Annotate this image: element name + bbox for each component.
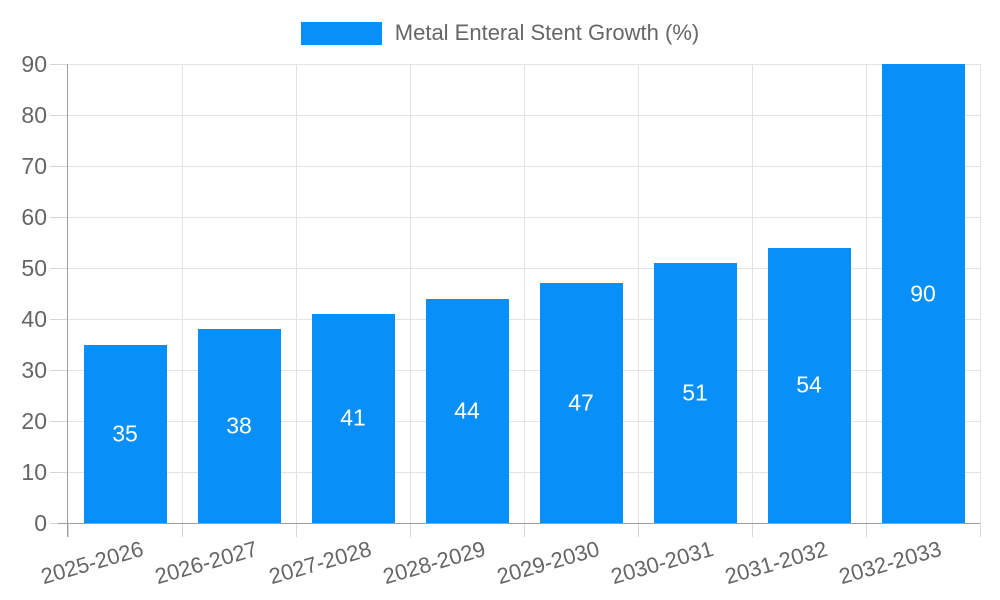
y-axis-label: 80 [21,102,47,128]
y-tick [50,63,68,65]
y-tick [50,216,68,218]
bar[interactable] [425,298,509,523]
x-axis-label: 2030-2031 [607,536,716,590]
y-axis-label: 20 [21,408,47,434]
x-axis-label: 2032-2033 [835,536,944,590]
bar-value-label: 54 [796,371,822,398]
bar[interactable] [83,344,167,523]
x-axis-label: 2028-2029 [379,536,488,590]
bar-value-label: 41 [340,404,366,431]
x-tick [865,523,867,537]
bar[interactable] [653,262,737,523]
y-axis-label: 90 [21,51,47,77]
legend-swatch [300,21,382,45]
y-tick [50,267,68,269]
x-axis-label: 2031-2032 [721,536,830,590]
y-axis-label: 60 [21,204,47,230]
y-tick [50,114,68,116]
bar[interactable] [767,247,851,523]
legend[interactable]: Metal Enteral Stent Growth (%) [0,20,1000,46]
y-axis-label: 10 [21,459,47,485]
bar-value-label: 38 [226,412,252,439]
x-tick [637,523,639,537]
legend-label: Metal Enteral Stent Growth (%) [394,20,700,45]
y-tick [50,420,68,422]
bar-value-label: 47 [568,389,594,416]
y-axis-label: 50 [21,255,47,281]
v-gridline [295,64,297,523]
bar[interactable] [311,313,395,523]
x-tick [67,523,69,537]
v-gridline [865,64,867,523]
y-axis-label: 40 [21,306,47,332]
v-gridline [751,64,753,523]
x-tick [751,523,753,537]
x-tick [181,523,183,537]
v-gridline [637,64,639,523]
bar[interactable] [539,283,623,523]
v-gridline [523,64,525,523]
y-axis-label: 70 [21,153,47,179]
bar-value-label: 35 [112,420,138,447]
v-gridline [409,64,411,523]
y-tick [50,165,68,167]
x-axis-label: 2027-2028 [265,536,374,590]
bar-value-label: 51 [682,379,708,406]
bar-value-label: 90 [910,280,936,306]
y-tick [50,369,68,371]
x-axis-label: 2025-2026 [37,536,146,590]
x-tick [295,523,297,537]
x-axis-label: 2026-2027 [151,536,260,590]
v-gridline [181,64,183,523]
y-axis-line [67,64,68,537]
x-axis-label: 2029-2030 [493,536,602,590]
y-tick [50,471,68,473]
bar[interactable] [881,64,965,523]
x-tick [409,523,411,537]
y-tick [50,318,68,320]
v-gridline [979,64,981,523]
x-axis-line [58,522,980,524]
y-axis-label: 30 [21,357,47,383]
x-tick [523,523,525,537]
x-tick [979,523,981,537]
y-axis-label: 0 [34,510,47,536]
bar-value-label: 44 [454,397,480,424]
bar[interactable] [197,329,281,523]
